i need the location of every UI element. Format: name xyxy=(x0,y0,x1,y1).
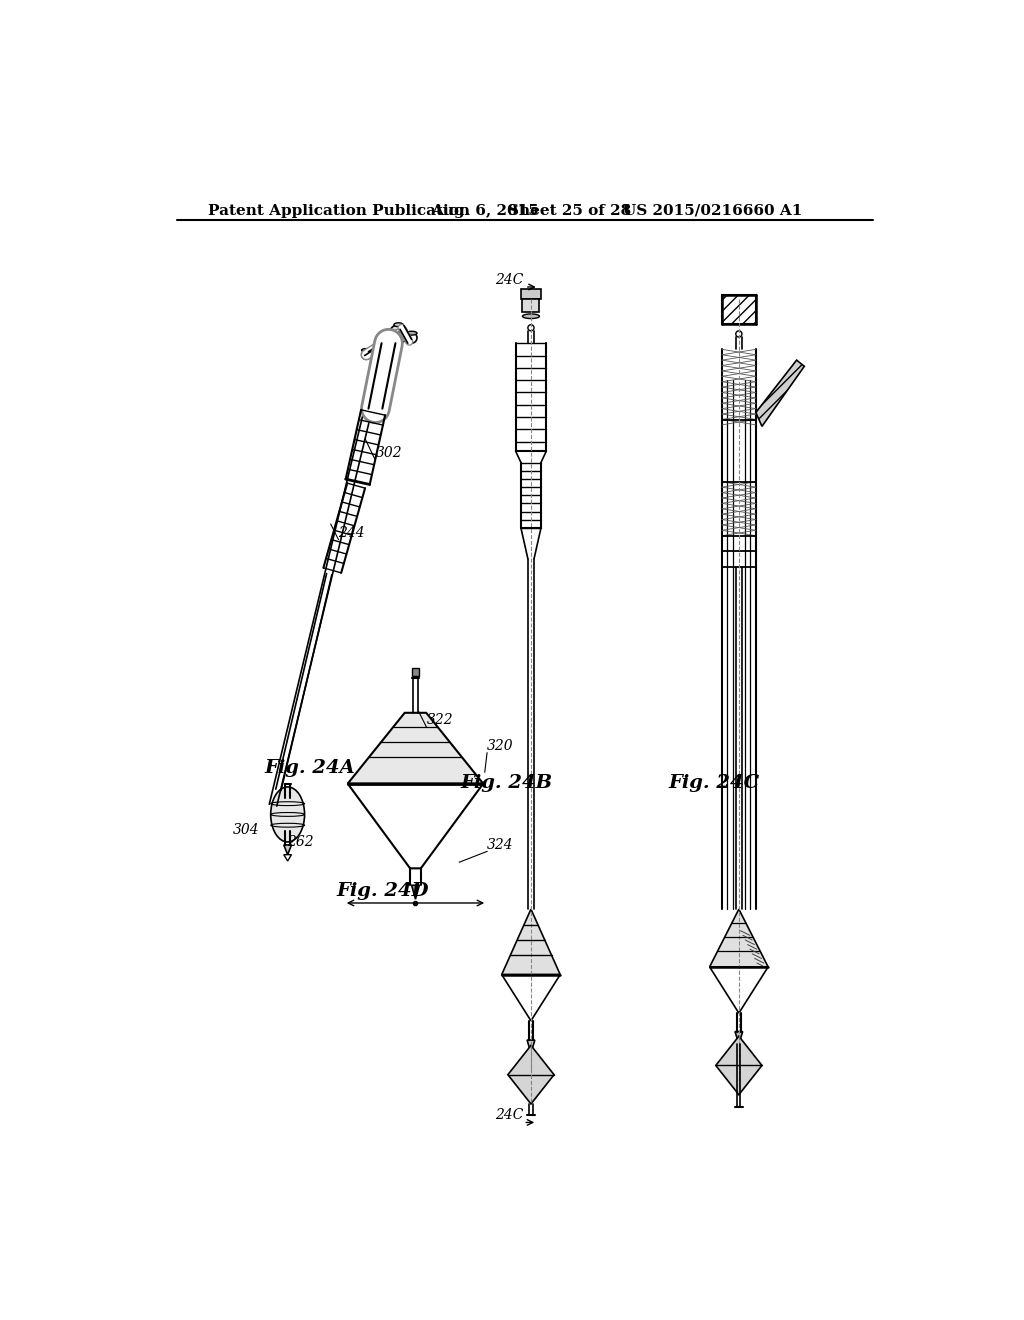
Polygon shape xyxy=(527,1040,535,1053)
Ellipse shape xyxy=(407,331,417,335)
Text: 244: 244 xyxy=(339,527,366,540)
Polygon shape xyxy=(412,668,419,676)
Polygon shape xyxy=(735,1032,742,1044)
Polygon shape xyxy=(284,854,292,861)
Text: 324: 324 xyxy=(487,838,514,853)
Bar xyxy=(522,300,540,313)
Ellipse shape xyxy=(394,323,403,326)
Circle shape xyxy=(736,331,742,337)
Ellipse shape xyxy=(522,314,540,318)
Polygon shape xyxy=(348,784,483,869)
Circle shape xyxy=(528,325,535,331)
Text: 320: 320 xyxy=(487,739,514,752)
Bar xyxy=(521,289,541,300)
Text: 24C: 24C xyxy=(495,1109,523,1122)
Text: 24C: 24C xyxy=(495,273,523,286)
Polygon shape xyxy=(284,845,292,854)
Text: Fig. 24A: Fig. 24A xyxy=(264,759,355,777)
Text: Patent Application Publication: Patent Application Publication xyxy=(208,203,470,218)
Text: 302: 302 xyxy=(376,446,402,461)
Text: 322: 322 xyxy=(427,713,454,727)
Polygon shape xyxy=(348,713,483,784)
Polygon shape xyxy=(710,909,768,966)
Text: Fig. 24B: Fig. 24B xyxy=(460,775,552,792)
Circle shape xyxy=(407,333,417,343)
Polygon shape xyxy=(716,1036,762,1094)
Text: Fig. 24D: Fig. 24D xyxy=(336,882,429,900)
Polygon shape xyxy=(502,909,560,974)
Bar xyxy=(722,294,756,323)
Text: 262: 262 xyxy=(287,836,313,849)
Ellipse shape xyxy=(270,787,304,842)
Text: 304: 304 xyxy=(232,824,259,837)
Polygon shape xyxy=(508,1045,554,1104)
Circle shape xyxy=(361,350,371,359)
Polygon shape xyxy=(710,966,768,1014)
Polygon shape xyxy=(502,974,560,1020)
Polygon shape xyxy=(412,886,419,899)
Polygon shape xyxy=(756,360,804,426)
Text: US 2015/0216660 A1: US 2015/0216660 A1 xyxy=(624,203,803,218)
Text: Fig. 24C: Fig. 24C xyxy=(669,775,760,792)
Circle shape xyxy=(389,325,408,343)
Text: Sheet 25 of 28: Sheet 25 of 28 xyxy=(508,203,631,218)
Text: Aug. 6, 2015: Aug. 6, 2015 xyxy=(431,203,539,218)
Ellipse shape xyxy=(361,348,371,351)
